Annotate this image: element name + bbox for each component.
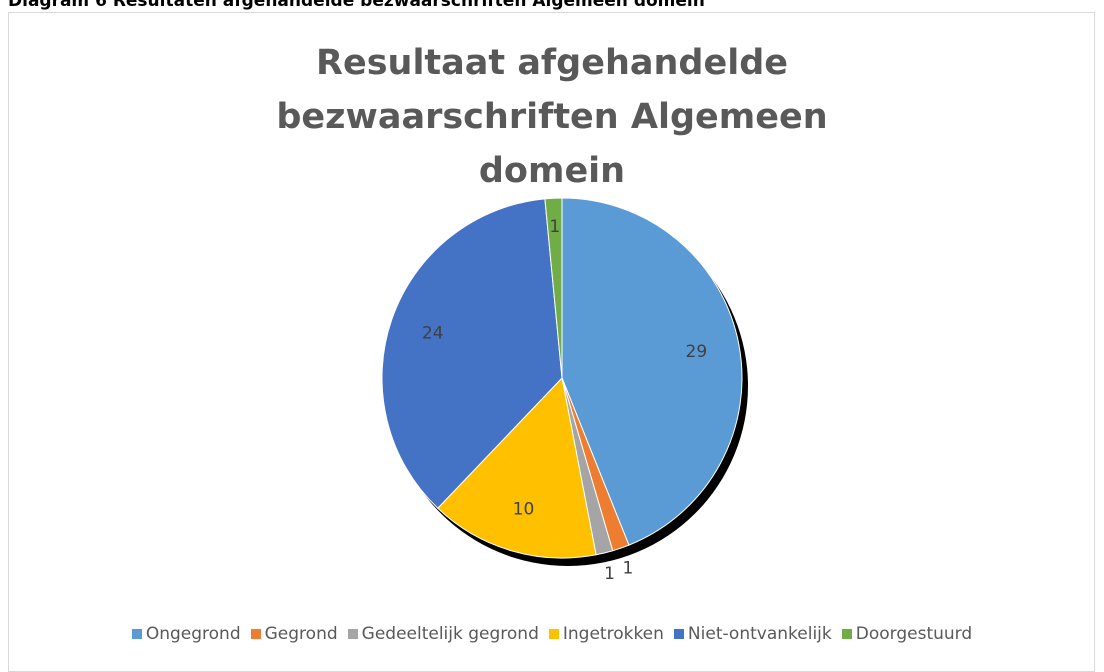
legend-item: Niet-ontvankelijk <box>673 624 832 644</box>
pie-slice <box>381 198 563 509</box>
legend-swatch <box>347 629 358 639</box>
legend: Ongegrond Gegrond Gedeeltelijk gegrond Inge… <box>0 624 1104 644</box>
legend-label: Gedeeltelijk gegrond <box>361 624 539 644</box>
legend-swatch <box>548 629 559 639</box>
caption: Diagram 6 Resultaten afgehandelde bezwaa… <box>8 0 705 11</box>
legend-label: Niet-ontvankelijk <box>687 624 832 644</box>
data-label: 10 <box>513 499 535 519</box>
pie-slice <box>437 376 597 559</box>
legend-swatch <box>841 629 852 639</box>
legend-label: Doorgestuurd <box>855 624 973 644</box>
legend-item: Gedeeltelijk gegrond <box>347 624 539 644</box>
legend-label: Ongegrond <box>145 624 241 644</box>
legend-item: Doorgestuurd <box>841 624 973 644</box>
data-label: 1 <box>604 564 615 584</box>
legend-item: Ingetrokken <box>548 624 664 644</box>
data-label: 24 <box>422 323 444 343</box>
legend-swatch <box>131 629 142 639</box>
legend-item: Gegrond <box>250 624 338 644</box>
data-label: 29 <box>686 342 708 362</box>
pie-slice <box>561 197 743 546</box>
data-label: 1 <box>623 559 634 579</box>
pie-slice <box>544 197 563 379</box>
legend-swatch <box>673 629 684 639</box>
legend-label: Ingetrokken <box>562 624 664 644</box>
legend-label: Gegrond <box>264 624 338 644</box>
legend-item: Ongegrond <box>131 624 241 644</box>
legend-swatch <box>250 629 261 639</box>
data-label: 1 <box>549 217 560 237</box>
chart-title: Resultaat afgehandelde bezwaarschriften … <box>276 43 828 191</box>
